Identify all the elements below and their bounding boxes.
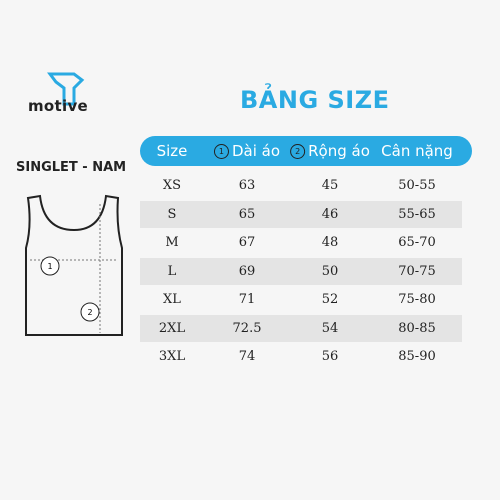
table-cell: 54 <box>321 320 339 336</box>
table-row: S 65 46 55-65 <box>140 200 462 228</box>
table-cell: 55-65 <box>398 206 436 222</box>
table-cell: 74 <box>238 349 256 364</box>
title: BẢNG SIZE <box>240 86 390 114</box>
header-label: Size <box>156 142 188 160</box>
logo-shape <box>47 72 85 106</box>
singlet-outline <box>25 194 123 336</box>
table-cell: M <box>165 235 179 250</box>
singlet-diagram: 1 2 <box>25 194 123 336</box>
marker: 2 <box>87 308 92 317</box>
table-row: L 69 50 70-75 <box>140 257 462 285</box>
marker-circle <box>80 302 100 322</box>
table-cell: 72.5 <box>232 320 262 336</box>
table-cell: 75-80 <box>398 292 436 307</box>
marker-circle <box>40 256 60 276</box>
table-cell: 70-75 <box>398 263 436 279</box>
table-cell: 56 <box>321 349 339 364</box>
header-label: Cân nặng <box>381 142 453 160</box>
header-cell: 2 Rộng áo <box>290 136 370 166</box>
table-cell: 67 <box>238 235 256 250</box>
table-cell: 3XL <box>158 349 186 364</box>
brand: motive <box>28 97 88 115</box>
table-row: XL 71 52 75-80 <box>140 286 462 313</box>
table-row: 3XL 74 56 85-90 <box>140 343 462 370</box>
product-name: SINGLET - NAM <box>16 160 127 175</box>
table-cell: 80-85 <box>398 320 436 336</box>
marker: 1 <box>47 262 52 271</box>
header-label: Rộng áo <box>308 142 370 160</box>
table-cell: 46 <box>321 206 339 222</box>
table-cell: 65-70 <box>398 235 436 250</box>
table-cell: 85-90 <box>398 349 436 364</box>
table-cell: S <box>167 206 177 222</box>
table-cell: 65 <box>238 206 256 222</box>
table-cell: 50-55 <box>398 178 436 193</box>
table-cell: 69 <box>238 263 256 279</box>
table-cell: XS <box>162 178 182 193</box>
header-cell: Size <box>157 136 188 166</box>
table-header: Size 1 Dài áo 2 Rộng áo Cân nặng <box>140 136 472 166</box>
table-row: 2XL 72.5 54 80-85 <box>140 314 462 342</box>
table-cell: XL <box>163 292 181 307</box>
table-row: M 67 48 65-70 <box>140 229 462 256</box>
table-cell: 52 <box>321 292 339 307</box>
header-cell: 1 Dài áo <box>213 136 281 166</box>
table-cell: 2XL <box>158 320 186 336</box>
header-marker: 2 <box>290 144 306 159</box>
table-cell: 63 <box>238 178 256 193</box>
header-cell: Cân nặng <box>381 136 453 166</box>
logo-icon <box>47 72 85 106</box>
header-label: Dài áo <box>231 142 281 160</box>
table-cell: 48 <box>321 235 339 250</box>
table-cell: L <box>167 263 177 279</box>
table-cell: 50 <box>321 263 339 279</box>
table-row: XS 63 45 50-55 <box>140 172 462 199</box>
table-cell: 71 <box>238 292 256 307</box>
table-cell: 45 <box>321 178 339 193</box>
header-marker: 1 <box>213 144 229 159</box>
